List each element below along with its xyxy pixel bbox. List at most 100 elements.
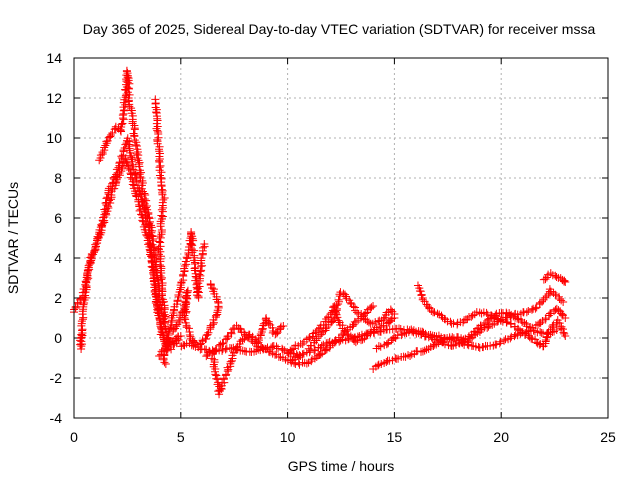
data-point xyxy=(157,230,166,239)
data-point xyxy=(115,159,124,168)
data-point xyxy=(160,358,169,367)
data-point xyxy=(183,294,192,303)
data-point xyxy=(252,347,261,356)
data-point xyxy=(102,194,111,203)
y-tick-labels: -4 -2 0 2 4 6 8 10 12 14 xyxy=(46,50,62,426)
data-point xyxy=(335,337,344,346)
data-point xyxy=(113,168,122,177)
data-point xyxy=(561,314,570,322)
x-tick-label: 5 xyxy=(177,429,185,445)
data-point xyxy=(449,319,458,328)
data-point xyxy=(557,324,566,333)
data-point xyxy=(470,310,479,319)
data-point xyxy=(385,356,394,365)
data-point xyxy=(112,170,121,179)
data-point xyxy=(469,327,478,336)
data-point xyxy=(417,330,426,339)
data-point xyxy=(180,341,189,350)
data-point xyxy=(522,308,531,317)
data-point xyxy=(97,220,106,229)
data-point xyxy=(157,275,166,284)
data-point xyxy=(135,162,144,171)
data-point xyxy=(390,310,399,318)
y-axis-label: SDTVAR / TECUs xyxy=(5,182,21,294)
data-point xyxy=(548,322,557,331)
data-point xyxy=(119,146,128,155)
data-point xyxy=(174,336,183,344)
data-point xyxy=(221,345,230,354)
data-point xyxy=(120,143,129,152)
data-point xyxy=(118,111,127,120)
data-point xyxy=(513,314,522,323)
data-point xyxy=(154,250,163,259)
grid-lines xyxy=(74,58,608,418)
data-point xyxy=(154,133,163,142)
data-point xyxy=(100,205,109,214)
data-point xyxy=(228,325,237,334)
data-point xyxy=(159,297,168,306)
data-point xyxy=(535,340,544,349)
data-point xyxy=(138,216,147,225)
data-point xyxy=(213,380,222,389)
y-tick-label: 0 xyxy=(54,330,62,346)
y-tick-label: 12 xyxy=(46,90,62,106)
data-point xyxy=(155,237,164,246)
data-point xyxy=(146,217,155,226)
data-point xyxy=(183,254,192,263)
x-tick-labels: 0 5 10 15 20 25 xyxy=(70,429,616,445)
data-point xyxy=(174,317,183,326)
y-tick-label: 10 xyxy=(46,130,62,146)
data-point xyxy=(104,184,113,193)
data-point xyxy=(181,315,190,324)
data-point xyxy=(78,325,87,334)
data-point xyxy=(351,338,360,347)
data-point xyxy=(151,260,160,269)
data-point xyxy=(161,312,170,321)
data-point xyxy=(214,299,223,308)
data-point xyxy=(157,211,166,220)
data-point xyxy=(172,322,181,331)
data-point xyxy=(178,270,187,279)
data-point xyxy=(128,119,137,128)
data-point xyxy=(555,319,564,328)
data-point xyxy=(125,84,134,93)
data-point xyxy=(250,347,259,356)
data-point xyxy=(482,308,491,317)
data-point xyxy=(358,335,367,344)
data-point xyxy=(455,339,464,348)
data-point xyxy=(128,160,137,169)
data-point xyxy=(156,222,165,231)
data-point xyxy=(374,361,383,370)
x-tick-label: 20 xyxy=(493,429,509,445)
data-point xyxy=(310,346,319,355)
data-point xyxy=(559,328,568,337)
data-point xyxy=(152,271,161,280)
data-point xyxy=(487,311,496,320)
data-point xyxy=(153,126,162,135)
data-point xyxy=(298,350,307,359)
data-point xyxy=(379,314,388,323)
data-point xyxy=(507,332,516,341)
data-point xyxy=(390,333,399,342)
data-point xyxy=(130,125,139,134)
data-point xyxy=(546,325,555,334)
data-point xyxy=(348,322,357,331)
data-point xyxy=(370,329,379,338)
x-tick-label: 0 xyxy=(70,429,78,445)
data-point xyxy=(176,332,185,340)
data-point xyxy=(541,275,550,284)
data-point xyxy=(552,272,561,281)
data-point xyxy=(161,322,170,331)
data-point xyxy=(330,338,339,347)
data-point xyxy=(418,347,427,356)
data-point xyxy=(81,291,90,300)
data-point xyxy=(211,370,220,379)
data-point xyxy=(212,311,221,320)
data-point xyxy=(561,332,570,340)
data-point xyxy=(321,346,330,355)
data-point xyxy=(197,254,206,263)
data-point xyxy=(130,136,139,145)
data-point xyxy=(406,351,415,360)
data-point xyxy=(161,341,170,350)
data-point xyxy=(495,339,504,348)
